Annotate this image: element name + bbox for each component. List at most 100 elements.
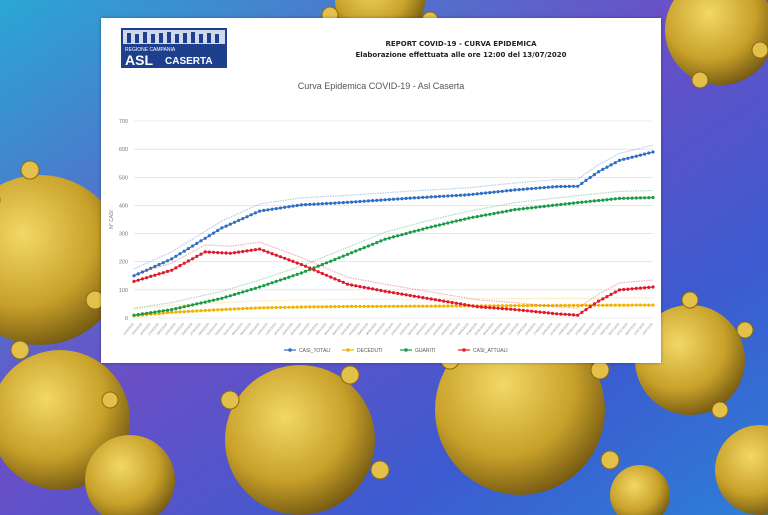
data-point-casi-totali: [379, 198, 383, 202]
data-point-casi-attuali: [191, 257, 195, 261]
data-point-deceduti: [237, 307, 241, 311]
data-point-casi-attuali: [253, 248, 257, 252]
data-point-casi-attuali: [630, 287, 634, 291]
data-point-deceduti: [525, 304, 529, 308]
data-point-casi-attuali: [207, 250, 211, 254]
data-point-casi-totali: [354, 200, 358, 204]
data-point-casi-totali: [283, 205, 287, 209]
data-point-guariti: [567, 202, 571, 206]
data-point-deceduti: [333, 305, 337, 309]
data-point-casi-attuali: [429, 297, 433, 301]
data-point-casi-attuali: [329, 275, 333, 279]
data-point-deceduti: [550, 303, 555, 308]
data-point-deceduti: [337, 305, 341, 309]
data-point-deceduti: [534, 303, 538, 308]
svg-text:ASL: ASL: [125, 52, 153, 68]
data-point-deceduti: [538, 303, 542, 308]
data-point-guariti: [178, 306, 182, 310]
data-point-deceduti: [437, 304, 442, 308]
data-point-guariti: [546, 204, 550, 208]
data-point-guariti: [504, 209, 509, 213]
data-point-deceduti: [170, 310, 174, 314]
data-point-deceduti: [312, 305, 316, 309]
data-point-guariti: [433, 224, 437, 228]
data-point-casi-attuali: [433, 298, 437, 302]
data-point-casi-totali: [295, 203, 299, 208]
data-point-guariti: [140, 312, 144, 316]
data-point-casi-totali: [576, 184, 580, 188]
data-point-guariti: [525, 206, 529, 210]
data-point-casi-attuali: [530, 309, 534, 313]
data-point-casi-attuali: [195, 254, 199, 258]
data-point-deceduti: [232, 307, 237, 311]
data-point-guariti: [320, 262, 324, 267]
data-point-deceduti: [504, 304, 509, 308]
data-point-casi-attuali: [643, 286, 647, 290]
data-point-guariti: [412, 229, 416, 233]
data-point-casi-totali: [442, 194, 446, 198]
data-point-casi-attuali: [442, 299, 446, 303]
data-point-casi-totali: [463, 193, 467, 197]
data-point-casi-attuali: [366, 286, 370, 290]
data-point-deceduti: [387, 304, 391, 308]
report-panel: REGIONE CAMPANIA ASL CASERTA REPORT COVI…: [101, 18, 661, 363]
data-point-casi-totali: [308, 202, 312, 206]
data-point-casi-totali: [550, 185, 555, 189]
data-point-guariti: [249, 287, 253, 292]
data-point-guariti: [571, 201, 576, 205]
data-point-guariti: [530, 206, 534, 210]
data-point-casi-attuali: [488, 306, 492, 310]
data-point-guariti: [488, 212, 492, 216]
data-point-guariti: [224, 295, 228, 299]
data-point-casi-totali: [643, 152, 647, 156]
data-point-casi-attuali: [571, 313, 576, 317]
data-point-deceduti: [421, 304, 425, 308]
data-point-guariti: [324, 261, 329, 265]
data-point-casi-totali: [345, 200, 350, 204]
data-point-guariti: [454, 219, 458, 223]
data-point-casi-attuali: [605, 295, 609, 299]
data-point-casi-attuali: [509, 307, 513, 311]
data-point-casi-totali: [488, 191, 492, 195]
data-point-casi-attuali: [295, 261, 299, 265]
data-point-casi-attuali: [638, 286, 643, 290]
data-point-guariti: [333, 257, 337, 262]
data-point-deceduti: [299, 305, 303, 309]
data-point-casi-attuali: [341, 280, 345, 284]
data-point-deceduti: [241, 307, 245, 311]
data-point-deceduti: [249, 306, 253, 310]
data-point-casi-totali: [454, 193, 458, 198]
data-point-deceduti: [630, 303, 634, 307]
data-point-deceduti: [278, 305, 283, 309]
data-point-casi-totali: [496, 190, 500, 194]
data-point-casi-attuali: [387, 290, 391, 294]
data-point-guariti: [484, 213, 488, 217]
data-point-guariti: [425, 226, 429, 230]
data-point-casi-totali: [437, 194, 442, 198]
data-point-guariti: [404, 232, 408, 236]
data-point-deceduti: [375, 304, 379, 308]
report-title: REPORT COVID-19 - CURVA EPIDEMICA: [385, 40, 537, 48]
data-point-deceduti: [450, 304, 454, 308]
data-point-casi-totali: [170, 257, 174, 261]
data-point-guariti: [375, 241, 379, 245]
series-line-guariti: [133, 196, 654, 316]
data-point-casi-totali: [249, 213, 253, 217]
data-point-casi-attuali: [417, 295, 421, 299]
data-point-deceduti: [245, 306, 249, 310]
legend-label: CASI_ATTUALI: [473, 348, 508, 354]
data-point-guariti: [132, 313, 136, 317]
data-point-casi-attuali: [484, 305, 488, 309]
data-point-guariti: [559, 202, 563, 207]
data-point-deceduti: [576, 303, 580, 307]
data-point-casi-attuali: [132, 279, 136, 283]
data-point-guariti: [626, 196, 630, 200]
data-point-deceduti: [425, 304, 429, 308]
series-label-band-deceduti: [133, 297, 653, 310]
data-point-casi-totali: [471, 192, 475, 196]
data-point-guariti: [555, 203, 559, 207]
data-point-deceduti: [571, 303, 576, 307]
data-point-guariti: [479, 214, 483, 218]
y-tick-label: 600: [119, 147, 128, 153]
data-point-deceduti: [601, 303, 605, 307]
